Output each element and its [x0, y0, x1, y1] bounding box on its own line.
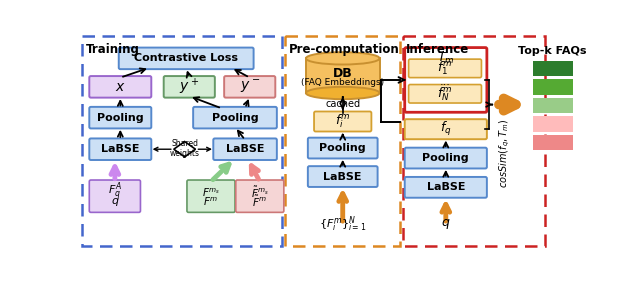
Bar: [285, 36, 400, 246]
FancyBboxPatch shape: [308, 166, 378, 187]
Text: $F^m$: $F^m$: [204, 195, 219, 208]
Text: $\{F^m_i\}^N_{i=1}$: $\{F^m_i\}^N_{i=1}$: [319, 214, 366, 234]
Text: Top-k FAQs: Top-k FAQs: [518, 46, 587, 56]
Bar: [532, 61, 573, 76]
Bar: [532, 79, 573, 94]
Text: $f^m_i$: $f^m_i$: [335, 113, 350, 130]
Bar: [532, 116, 573, 132]
Text: $y^-$: $y^-$: [239, 78, 260, 95]
Text: $q$: $q$: [441, 217, 451, 231]
FancyBboxPatch shape: [308, 138, 378, 158]
Text: Contrastive Loss: Contrastive Loss: [134, 53, 238, 63]
Bar: [532, 135, 573, 150]
Ellipse shape: [306, 52, 380, 65]
Ellipse shape: [306, 87, 380, 99]
Text: DB: DB: [333, 67, 353, 80]
Text: $x$: $x$: [115, 80, 125, 94]
FancyBboxPatch shape: [408, 85, 481, 103]
Text: Inference: Inference: [406, 43, 470, 56]
Text: LaBSE: LaBSE: [426, 182, 465, 192]
Text: Pooling: Pooling: [422, 153, 469, 163]
Text: $f_q$: $f_q$: [440, 120, 452, 138]
Bar: [306, 58, 380, 93]
Text: LaBSE: LaBSE: [101, 144, 140, 154]
Text: LaBSE: LaBSE: [323, 172, 362, 182]
Bar: [532, 98, 573, 113]
FancyBboxPatch shape: [236, 180, 284, 212]
FancyBboxPatch shape: [90, 107, 151, 128]
Text: ...: ...: [440, 77, 451, 87]
FancyBboxPatch shape: [119, 47, 253, 69]
FancyBboxPatch shape: [404, 148, 487, 169]
FancyBboxPatch shape: [164, 76, 215, 98]
FancyBboxPatch shape: [213, 139, 277, 160]
Text: $\tilde{F}^{m_s}$: $\tilde{F}^{m_s}$: [251, 185, 269, 200]
Text: (FAQ Embeddings): (FAQ Embeddings): [301, 78, 384, 87]
Text: Training: Training: [86, 43, 140, 56]
Text: Shared
weights: Shared weights: [170, 139, 200, 158]
Text: $y^+$: $y^+$: [179, 77, 199, 97]
FancyBboxPatch shape: [193, 107, 277, 128]
Bar: [83, 36, 282, 246]
Text: $f^m_1$: $f^m_1$: [437, 60, 452, 77]
FancyBboxPatch shape: [90, 180, 140, 212]
FancyBboxPatch shape: [404, 177, 487, 198]
Text: $q$: $q$: [111, 196, 119, 208]
FancyBboxPatch shape: [314, 112, 371, 132]
FancyBboxPatch shape: [187, 180, 235, 212]
FancyBboxPatch shape: [404, 119, 487, 139]
Bar: [403, 36, 545, 246]
FancyBboxPatch shape: [90, 139, 151, 160]
Text: Pooling: Pooling: [97, 113, 143, 123]
Text: $T_m$: $T_m$: [437, 51, 454, 66]
FancyBboxPatch shape: [90, 76, 151, 98]
Text: $f^m_N$: $f^m_N$: [437, 85, 452, 103]
FancyBboxPatch shape: [404, 47, 487, 112]
Text: $F^{m_s}$: $F^{m_s}$: [202, 186, 220, 199]
FancyBboxPatch shape: [224, 76, 275, 98]
FancyBboxPatch shape: [408, 59, 481, 78]
Text: Pooling: Pooling: [319, 143, 366, 153]
Text: $cosSim(f_q, T_m)$: $cosSim(f_q, T_m)$: [497, 118, 512, 188]
Text: Pre-computation: Pre-computation: [289, 43, 399, 56]
Text: Pooling: Pooling: [212, 113, 259, 123]
Text: $\tilde{F}^m$: $\tilde{F}^m$: [253, 194, 267, 209]
Text: cached: cached: [325, 99, 360, 109]
Text: LaBSE: LaBSE: [226, 144, 264, 154]
Text: $F^A_q$: $F^A_q$: [108, 181, 122, 203]
